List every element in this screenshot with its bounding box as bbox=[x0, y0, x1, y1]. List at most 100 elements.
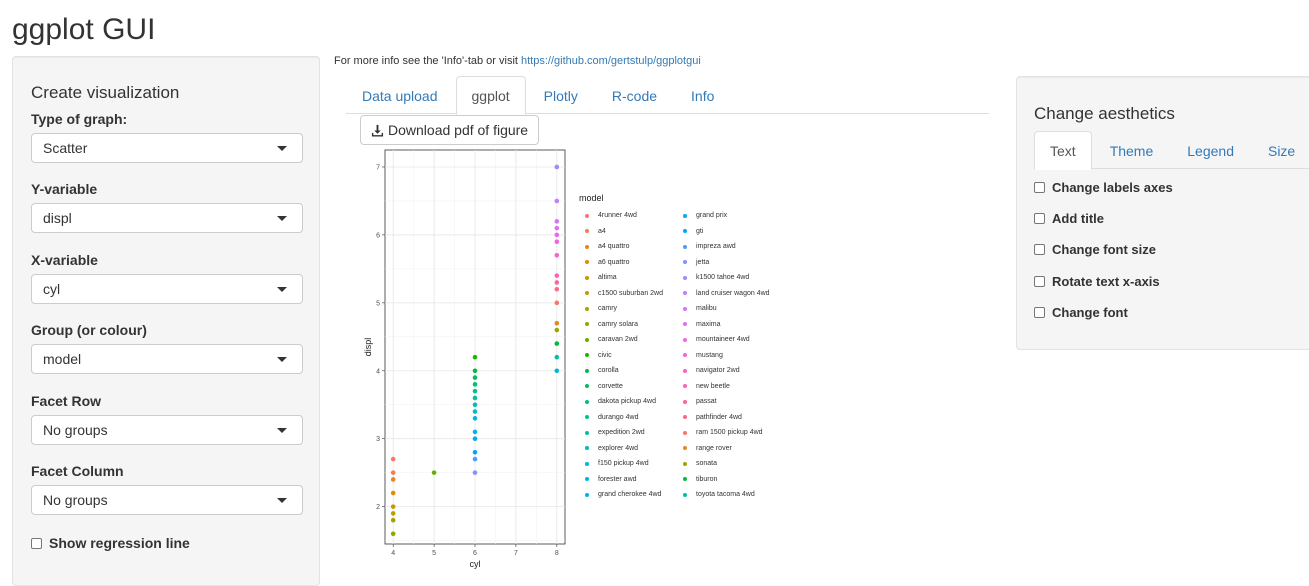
caret-down-icon bbox=[277, 357, 287, 362]
y-variable-select[interactable]: displ bbox=[31, 203, 303, 233]
graph-type-select[interactable]: Scatter bbox=[31, 133, 303, 163]
legend-item: impreza awd bbox=[683, 242, 736, 251]
data-point bbox=[390, 477, 396, 482]
facet-row-value: No groups bbox=[43, 422, 108, 438]
legend-label: range rover bbox=[696, 444, 732, 452]
legend-item: grand cherokee 4wd bbox=[585, 490, 661, 499]
legend-label: explorer 4wd bbox=[598, 444, 639, 452]
legend-key bbox=[585, 384, 589, 388]
legend-label: ram 1500 pickup 4wd bbox=[696, 429, 763, 436]
legend-key bbox=[683, 244, 687, 249]
caret-down-icon bbox=[277, 428, 287, 433]
aesthetics-tab-bar: Text Theme Legend Size bbox=[1034, 131, 1309, 170]
tab-info[interactable]: Info bbox=[691, 88, 715, 104]
legend-label: corvette bbox=[598, 382, 623, 390]
change-labels-axes-option[interactable]: Change labels axes bbox=[1034, 180, 1173, 195]
legend-item: passat bbox=[683, 397, 717, 406]
download-pdf-button[interactable]: Download pdf of figure bbox=[360, 115, 540, 145]
legend-item: caravan 2wd bbox=[585, 335, 638, 344]
y-variable-value: displ bbox=[43, 210, 72, 226]
legend-label: passat bbox=[696, 398, 717, 405]
legend-label: malibu bbox=[696, 305, 717, 312]
facet-column-label: Facet Column bbox=[31, 463, 124, 479]
github-link[interactable]: https://github.com/gertstulp/ggplotgui bbox=[521, 55, 701, 67]
x-variable-select[interactable]: cyl bbox=[31, 274, 303, 304]
legend-item: range rover bbox=[683, 444, 732, 453]
legend-key bbox=[683, 399, 687, 404]
info-line: For more info see the 'Info'-tab or visi… bbox=[334, 55, 701, 67]
data-point bbox=[390, 511, 396, 516]
legend-key bbox=[683, 477, 687, 481]
legend-label: 4runner 4wd bbox=[598, 212, 637, 219]
legend-item: new beetle bbox=[683, 382, 730, 391]
y-tick-label: 4 bbox=[376, 368, 380, 375]
data-point bbox=[390, 531, 396, 537]
change-font-option[interactable]: Change font bbox=[1034, 305, 1128, 320]
scatter-plot: 2 3 4 5 6 7 4 5 6 7 8 cyl displ bbox=[363, 149, 566, 569]
caret-down-icon bbox=[277, 216, 287, 221]
add-title-checkbox[interactable] bbox=[1034, 213, 1045, 224]
y-tick-label: 7 bbox=[376, 164, 380, 171]
add-title-option[interactable]: Add title bbox=[1034, 211, 1104, 226]
legend-key bbox=[683, 260, 687, 264]
main-tab-bar: Data upload ggplot Plotly R-code Info bbox=[346, 76, 989, 115]
info-text: For more info see the 'Info'-tab or visi… bbox=[334, 55, 521, 67]
tab-data-upload[interactable]: Data upload bbox=[362, 88, 438, 104]
x-tick-label: 7 bbox=[514, 550, 518, 557]
regression-checkbox[interactable] bbox=[31, 537, 42, 549]
data-point bbox=[472, 402, 478, 408]
legend-label: camry solara bbox=[598, 320, 639, 328]
legend-key bbox=[683, 275, 687, 280]
aesthetics-panel: Change aesthetics Text Theme Legend Size… bbox=[1016, 76, 1309, 350]
legend-key bbox=[585, 260, 589, 264]
legend-item: jetta bbox=[683, 258, 709, 267]
legend-label: k1500 tahoe 4wd bbox=[696, 274, 750, 281]
tab-theme[interactable]: Theme bbox=[1109, 143, 1154, 159]
group-select[interactable]: model bbox=[31, 344, 303, 374]
data-point bbox=[554, 327, 560, 333]
facet-column-select[interactable]: No groups bbox=[31, 485, 303, 515]
legend-key bbox=[683, 337, 687, 342]
facet-row-select[interactable]: No groups bbox=[31, 415, 303, 445]
tab-size[interactable]: Size bbox=[1267, 143, 1296, 159]
y-tick-label: 2 bbox=[376, 504, 380, 511]
y-variable-label: Y-variable bbox=[31, 181, 98, 197]
legend-key bbox=[683, 430, 687, 435]
legend-item: pathfinder 4wd bbox=[683, 413, 742, 422]
data-point bbox=[390, 490, 396, 496]
legend-label: a4 quattro bbox=[598, 243, 630, 250]
rotate-text-x-axis-option[interactable]: Rotate text x-axis bbox=[1034, 274, 1160, 289]
data-points bbox=[390, 164, 560, 537]
data-point bbox=[390, 470, 396, 475]
legend-item: corvette bbox=[585, 382, 623, 391]
change-font-checkbox[interactable] bbox=[1034, 307, 1045, 318]
change-labels-axes-checkbox[interactable] bbox=[1034, 182, 1045, 193]
legend-label: maxima bbox=[696, 320, 721, 328]
x-variable-label: X-variable bbox=[31, 252, 98, 268]
data-point bbox=[554, 239, 560, 245]
change-font-size-option[interactable]: Change font size bbox=[1034, 242, 1156, 257]
tab-plotly[interactable]: Plotly bbox=[543, 88, 578, 104]
tab-ggplot[interactable]: ggplot bbox=[455, 76, 526, 115]
legend-key bbox=[585, 430, 589, 435]
legend-key bbox=[683, 446, 687, 450]
legend-key bbox=[585, 213, 589, 218]
group-value: model bbox=[43, 351, 82, 367]
data-point bbox=[390, 456, 396, 462]
legend-label: mountaineer 4wd bbox=[696, 336, 750, 343]
regression-checkbox-row[interactable]: Show regression line bbox=[31, 535, 190, 551]
tab-legend[interactable]: Legend bbox=[1187, 143, 1234, 159]
tab-r-code[interactable]: R-code bbox=[611, 88, 658, 104]
legend-item: expedition 2wd bbox=[585, 428, 645, 437]
data-point bbox=[554, 341, 560, 346]
tab-text[interactable]: Text bbox=[1034, 131, 1092, 170]
y-variable-field: Y-variable displ bbox=[31, 181, 303, 233]
rotate-text-x-axis-checkbox[interactable] bbox=[1034, 276, 1045, 287]
legend-key bbox=[585, 399, 589, 404]
data-point bbox=[554, 198, 560, 204]
legend-label: jetta bbox=[696, 258, 710, 266]
legend-key bbox=[585, 368, 589, 373]
legend-key bbox=[585, 477, 589, 481]
data-point bbox=[431, 470, 437, 475]
change-font-size-checkbox[interactable] bbox=[1034, 244, 1045, 255]
